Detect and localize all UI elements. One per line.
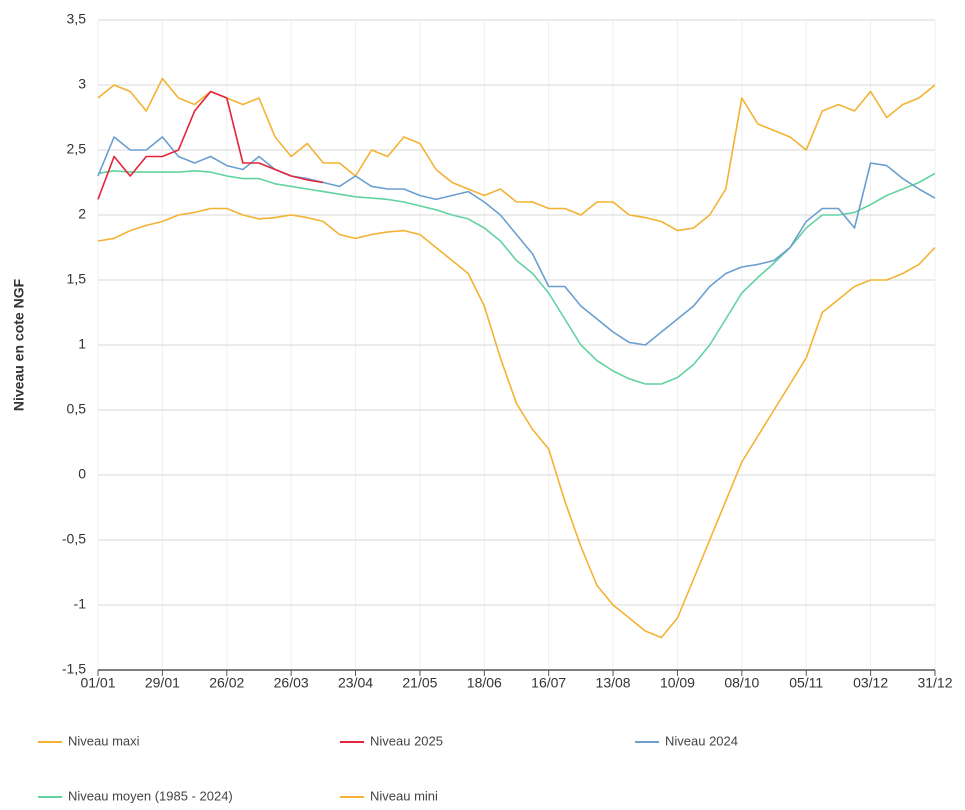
x-tick-label: 03/12 bbox=[853, 675, 888, 691]
y-tick-label: 2,5 bbox=[67, 141, 87, 157]
legend-label[interactable]: Niveau 2025 bbox=[370, 733, 443, 748]
x-tick-label: 18/06 bbox=[467, 675, 502, 691]
x-tick-label: 31/12 bbox=[917, 675, 952, 691]
legend-label[interactable]: Niveau mini bbox=[370, 788, 438, 803]
legend-label[interactable]: Niveau moyen (1985 - 2024) bbox=[68, 788, 233, 803]
y-tick-label: -1,5 bbox=[62, 661, 86, 677]
legend-label[interactable]: Niveau 2024 bbox=[665, 733, 738, 748]
y-tick-label: 3,5 bbox=[67, 11, 87, 27]
series-line bbox=[97, 136, 936, 346]
x-tick-label: 26/03 bbox=[274, 675, 309, 691]
y-axis-label: Niveau en cote NGF bbox=[11, 278, 27, 411]
x-tick-label: 05/11 bbox=[789, 675, 823, 691]
y-tick-label: 1 bbox=[78, 336, 86, 352]
x-tick-label: 29/01 bbox=[145, 675, 180, 691]
x-tick-label: 23/04 bbox=[338, 675, 373, 691]
x-tick-label: 16/07 bbox=[531, 675, 566, 691]
series-line bbox=[97, 207, 936, 639]
y-tick-label: 0,5 bbox=[67, 401, 87, 417]
y-tick-label: 0 bbox=[78, 466, 86, 482]
y-tick-label: 3 bbox=[78, 76, 86, 92]
y-tick-label: -1 bbox=[74, 596, 87, 612]
x-tick-label: 08/10 bbox=[724, 675, 759, 691]
x-tick-label: 10/09 bbox=[660, 675, 695, 691]
legend-label[interactable]: Niveau maxi bbox=[68, 733, 140, 748]
series-line bbox=[97, 77, 936, 232]
series-line bbox=[97, 170, 936, 385]
x-tick-label: 01/01 bbox=[80, 675, 115, 691]
y-tick-label: -0,5 bbox=[62, 531, 86, 547]
y-tick-label: 1,5 bbox=[67, 271, 87, 287]
x-tick-label: 13/08 bbox=[596, 675, 631, 691]
y-tick-label: 2 bbox=[78, 206, 86, 222]
series-line bbox=[97, 90, 324, 200]
x-tick-label: 21/05 bbox=[402, 675, 437, 691]
x-tick-label: 26/02 bbox=[209, 675, 244, 691]
